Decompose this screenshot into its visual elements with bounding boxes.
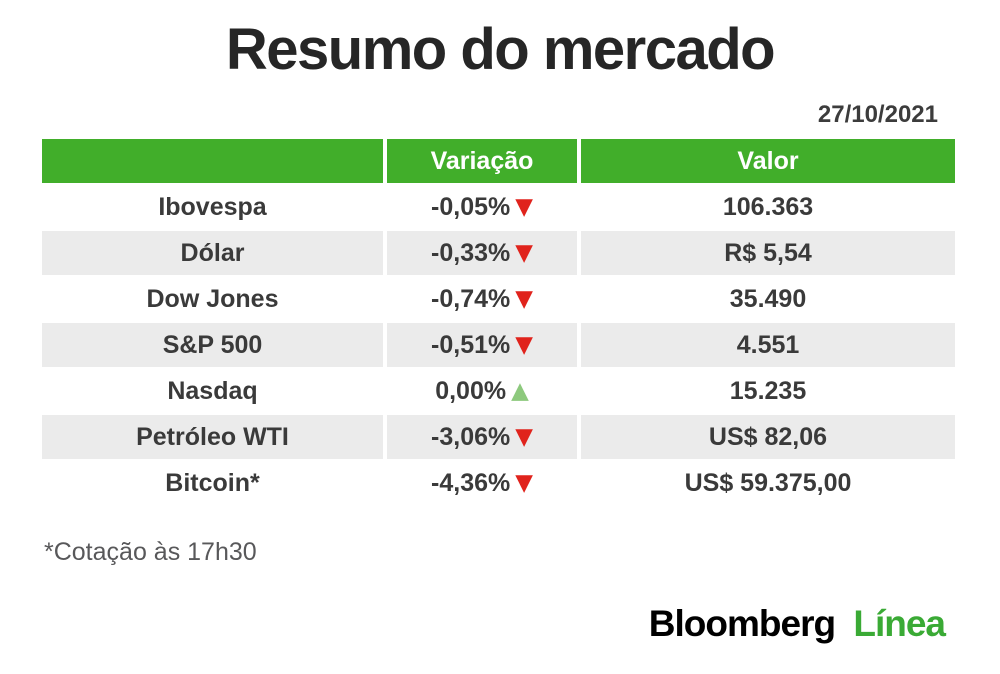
table-row: Petróleo WTI -3,06% ▼ US$ 82,06 xyxy=(42,415,955,459)
row-variation: -0,05% xyxy=(431,192,511,221)
row-label: Nasdaq xyxy=(42,369,383,413)
header-cell-variation: Variação xyxy=(387,139,577,183)
logo-bloomberg-text: Bloomberg xyxy=(648,603,836,644)
footnote: *Cotação às 17h30 xyxy=(44,538,257,566)
row-value: R$ 5,54 xyxy=(581,231,955,275)
row-variation: -3,06% xyxy=(431,422,511,451)
triangle-up-icon: ▲ xyxy=(511,377,529,404)
row-label: Bitcoin* xyxy=(42,461,383,505)
table-header-row: Variação Valor xyxy=(42,139,955,183)
row-value: 35.490 xyxy=(581,277,955,321)
row-value: 4.551 xyxy=(581,323,955,367)
row-variation-cell: -0,74% ▼ xyxy=(387,277,577,321)
row-value: US$ 59.375,00 xyxy=(581,461,955,505)
row-variation: -0,33% xyxy=(431,238,511,267)
logo-linea-text: Línea xyxy=(853,603,946,644)
row-variation: -0,74% xyxy=(431,284,511,313)
row-label: Petróleo WTI xyxy=(42,415,383,459)
table-row: Dow Jones -0,74% ▼ 35.490 xyxy=(42,277,955,321)
triangle-down-icon: ▼ xyxy=(515,193,533,220)
market-summary-table: Variação Valor Ibovespa -0,05% ▼ 106.363… xyxy=(42,139,955,507)
date-label: 27/10/2021 xyxy=(817,101,938,128)
table-row: Nasdaq 0,00% ▲ 15.235 xyxy=(42,369,955,413)
row-variation-cell: -0,51% ▼ xyxy=(387,323,577,367)
row-variation: 0,00% xyxy=(435,376,507,405)
bloomberg-linea-logo: Bloomberg Línea xyxy=(648,603,946,645)
row-variation-cell: 0,00% ▲ xyxy=(387,369,577,413)
row-label: S&P 500 xyxy=(42,323,383,367)
row-variation: -0,51% xyxy=(431,330,511,359)
row-variation-cell: -0,33% ▼ xyxy=(387,231,577,275)
triangle-down-icon: ▼ xyxy=(515,469,533,496)
table-row: Dólar -0,33% ▼ R$ 5,54 xyxy=(42,231,955,275)
triangle-down-icon: ▼ xyxy=(515,239,533,266)
row-value: US$ 82,06 xyxy=(581,415,955,459)
table-row: Bitcoin* -4,36% ▼ US$ 59.375,00 xyxy=(42,461,955,505)
table-row: S&P 500 -0,51% ▼ 4.551 xyxy=(42,323,955,367)
header-cell-value: Valor xyxy=(581,139,955,183)
header-cell-asset xyxy=(42,139,383,183)
row-value: 15.235 xyxy=(581,369,955,413)
row-variation-cell: -0,05% ▼ xyxy=(387,185,577,229)
triangle-down-icon: ▼ xyxy=(515,423,533,450)
row-label: Dólar xyxy=(42,231,383,275)
table-body: Ibovespa -0,05% ▼ 106.363 Dólar -0,33% ▼… xyxy=(42,185,955,505)
triangle-down-icon: ▼ xyxy=(515,285,533,312)
page-title: Resumo do mercado xyxy=(225,17,776,82)
row-variation-cell: -4,36% ▼ xyxy=(387,461,577,505)
row-label: Ibovespa xyxy=(42,185,383,229)
row-variation-cell: -3,06% ▼ xyxy=(387,415,577,459)
triangle-down-icon: ▼ xyxy=(515,331,533,358)
row-variation: -4,36% xyxy=(431,468,511,497)
row-label: Dow Jones xyxy=(42,277,383,321)
row-value: 106.363 xyxy=(581,185,955,229)
table-row: Ibovespa -0,05% ▼ 106.363 xyxy=(42,185,955,229)
